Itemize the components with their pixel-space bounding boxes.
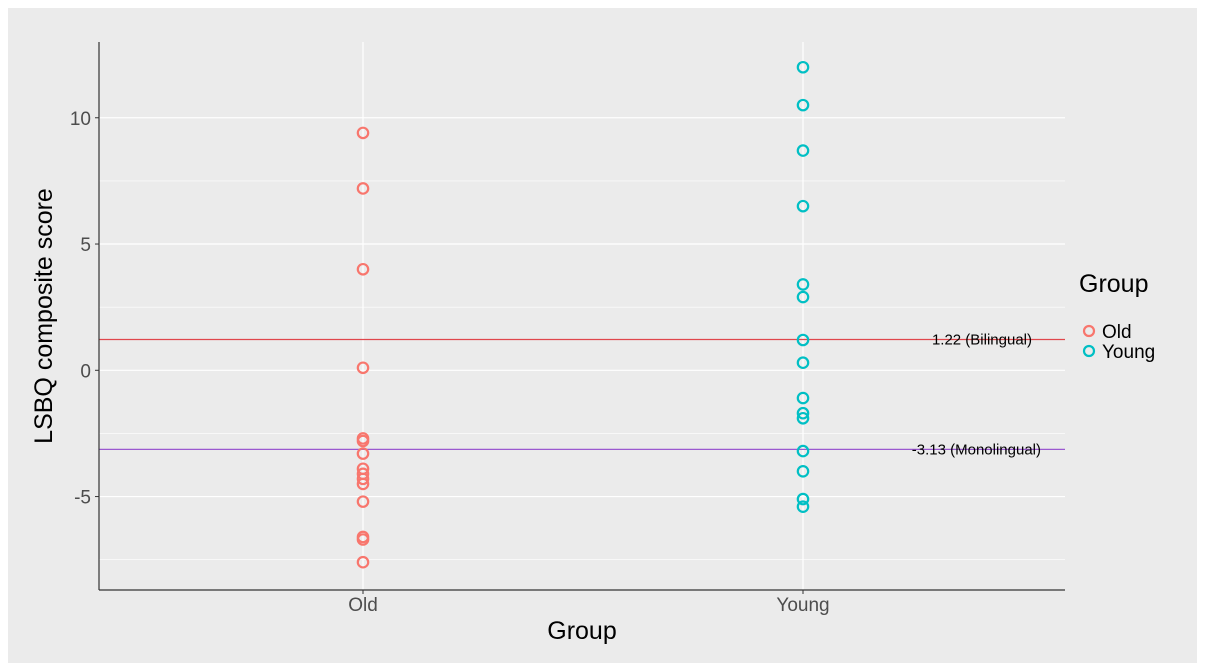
data-point xyxy=(356,472,370,486)
grid-lines xyxy=(99,42,1065,590)
data-point xyxy=(356,477,370,491)
data-point xyxy=(796,444,810,458)
y-tick-label: 10 xyxy=(70,109,91,130)
data-point xyxy=(796,500,810,513)
plot-panel xyxy=(99,42,1065,590)
data-point xyxy=(356,434,370,448)
data-point xyxy=(796,199,810,213)
data-point xyxy=(356,182,370,195)
chart-container: 1.22 (Bilingual) -3.13 (Monolingual) -5 0 5… xyxy=(8,8,1197,663)
reference-line-label: 1.22 (Bilingual) xyxy=(932,331,1032,348)
data-point xyxy=(356,533,370,546)
y-tick-label: -5 xyxy=(74,488,91,509)
data-point xyxy=(356,126,370,140)
reference-line-label: -3.13 (Monolingual) xyxy=(912,441,1041,458)
data-point xyxy=(796,391,810,405)
data-point xyxy=(796,144,810,157)
data-point xyxy=(796,60,810,74)
data-point xyxy=(356,361,370,375)
y-axis-title: LSBQ composite score xyxy=(30,188,58,444)
legend-key xyxy=(1082,344,1096,358)
y-tick-label: 0 xyxy=(80,361,91,382)
x-axis-title: Group xyxy=(547,617,616,645)
data-point xyxy=(796,333,810,347)
data-point xyxy=(796,411,810,425)
data-point xyxy=(356,262,370,276)
x-tick-label: Young xyxy=(776,595,829,616)
data-point xyxy=(796,406,810,420)
legend-title: Group xyxy=(1079,270,1148,298)
legend-label: Young xyxy=(1102,342,1155,363)
data-point xyxy=(356,495,370,508)
scatter-chart: 1.22 (Bilingual) -3.13 (Monolingual) -5 0 5… xyxy=(30,42,1155,645)
y-tick-label: 5 xyxy=(80,235,91,256)
data-point xyxy=(356,555,370,569)
data-point xyxy=(796,356,810,370)
x-tick-labels: Old Young xyxy=(348,590,830,616)
data-point xyxy=(796,98,810,112)
data-point xyxy=(356,447,370,460)
data-point xyxy=(796,465,810,478)
data-point xyxy=(796,278,810,291)
legend-label: Old xyxy=(1102,322,1132,343)
legend-key xyxy=(1082,324,1096,338)
data-point xyxy=(796,290,810,304)
x-tick-label: Old xyxy=(348,595,378,616)
data-point xyxy=(796,492,810,506)
y-tick-labels: -5 0 5 10 xyxy=(70,109,99,509)
data-points xyxy=(356,60,810,569)
reference-lines: 1.22 (Bilingual) -3.13 (Monolingual) xyxy=(99,331,1065,458)
